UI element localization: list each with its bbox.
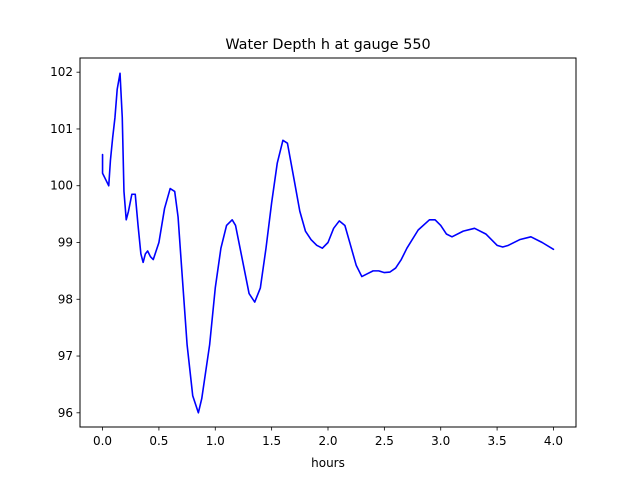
x-tick-label: 2.0 [318, 434, 337, 448]
x-tick-label: 3.5 [488, 434, 507, 448]
y-tick-label: 100 [50, 179, 73, 193]
chart-title: Water Depth h at gauge 550 [225, 37, 430, 53]
x-tick-label: 1.0 [206, 434, 225, 448]
plot-layer [101, 72, 555, 414]
y-tick-label: 98 [58, 292, 73, 306]
x-axis-ticks: 0.0 0.5 1.0 1.5 2.0 2.5 3.0 3.5 4.0 [93, 427, 563, 448]
y-tick-label: 96 [58, 406, 73, 420]
y-axis-ticks: 96 97 98 99 100 101 102 [50, 65, 80, 420]
x-tick-label: 2.5 [375, 434, 394, 448]
x-tick-label: 1.5 [262, 434, 281, 448]
x-tick-label: 3.0 [431, 434, 450, 448]
y-tick-label: 101 [50, 122, 73, 136]
series-line-0 [101, 72, 555, 414]
x-tick-label: 4.0 [544, 434, 563, 448]
x-tick-label: 0.5 [149, 434, 168, 448]
y-tick-label: 99 [58, 236, 73, 250]
y-tick-label: 102 [50, 65, 73, 79]
x-tick-label: 0.0 [93, 434, 112, 448]
x-axis-label: hours [311, 456, 345, 470]
y-tick-label: 97 [58, 349, 73, 363]
